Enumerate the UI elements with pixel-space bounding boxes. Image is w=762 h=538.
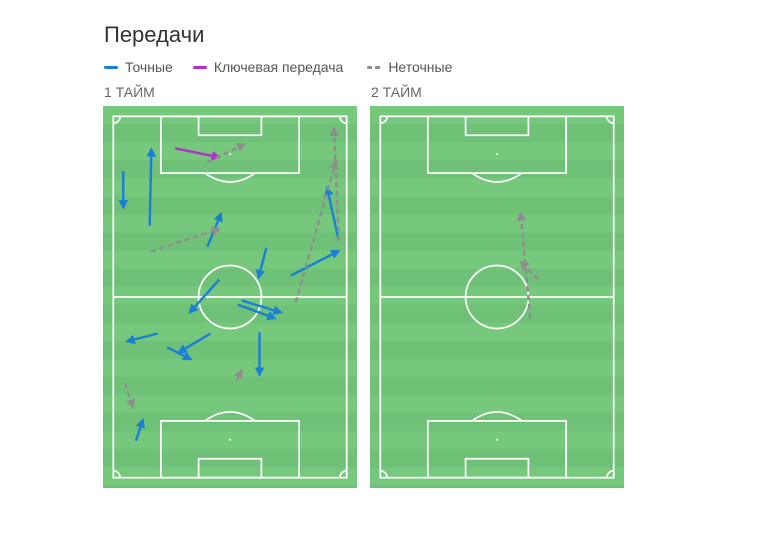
grass-stripe: [370, 106, 624, 125]
grass-stripe: [103, 358, 357, 378]
grass-stripe: [103, 250, 357, 269]
legend-accurate[interactable]: Точные: [104, 59, 173, 75]
pass-arrow-key: [174, 147, 222, 161]
penalty-spot: [228, 438, 232, 441]
corner-arc: [338, 116, 347, 125]
penalty-arc: [471, 172, 523, 183]
goal-box: [464, 115, 530, 137]
pass-arrow-accurate: [324, 186, 340, 242]
pass-arrow-inaccurate: [206, 143, 247, 164]
dashed-line-icon: [367, 65, 382, 69]
pass-arrow-inaccurate: [234, 368, 243, 381]
legend-inaccurate[interactable]: Неточные: [367, 59, 452, 75]
grass-stripe: [370, 214, 624, 233]
grass-stripe: [103, 142, 357, 161]
legend: Точные Ключевая передача Неточные: [104, 59, 452, 75]
grass-stripe: [103, 214, 357, 233]
pitch-half-1: [103, 106, 357, 488]
center-circle: [197, 264, 263, 330]
corner-arc: [338, 469, 347, 478]
grass-stripe: [103, 178, 357, 197]
grass-stripe: [370, 358, 624, 378]
grass-stripe: [370, 178, 624, 197]
half-1-label: 1 ТАЙМ: [104, 84, 155, 100]
grass-stripe: [370, 322, 624, 341]
pass-arrow-accurate: [166, 346, 193, 361]
goal-box: [197, 115, 263, 137]
goal-box: [197, 457, 263, 479]
pass-arrow-inaccurate: [329, 126, 341, 241]
pass-arrow-inaccurate: [519, 260, 540, 281]
pass-arrow-accurate: [290, 249, 341, 277]
pitch-half-2: [370, 106, 624, 488]
grass-stripe: [103, 467, 357, 486]
penalty-arc: [471, 411, 523, 422]
grass-stripe: [103, 395, 357, 414]
penalty-spot: [495, 153, 499, 156]
corner-arc: [380, 469, 389, 478]
pass-arrow-inaccurate: [123, 382, 136, 409]
legend-label: Неточные: [388, 59, 453, 75]
corner-arc: [113, 116, 122, 125]
legend-label: Ключевая передача: [213, 59, 344, 75]
grass-stripe: [370, 395, 624, 414]
grass-stripe: [103, 322, 357, 341]
pass-arrow-accurate: [177, 332, 212, 354]
grass-stripe: [103, 286, 357, 305]
corner-arc: [605, 469, 614, 478]
legend-label: Точные: [125, 59, 173, 75]
pass-arrow-accurate: [146, 147, 157, 226]
penalty-spot: [495, 438, 499, 441]
pass-arrow-inaccurate: [294, 159, 339, 303]
grass-stripe: [370, 467, 624, 486]
solid-line-icon: [104, 65, 118, 69]
corner-arc: [113, 469, 122, 478]
pass-arrow-accurate: [125, 332, 158, 345]
pass-arrow-inaccurate: [150, 226, 222, 253]
penalty-arc: [204, 411, 256, 422]
solid-line-icon: [192, 65, 207, 69]
pass-arrow-accurate: [241, 299, 283, 315]
corner-arc: [380, 116, 389, 125]
grass-stripe: [370, 286, 624, 305]
grass-stripe: [370, 250, 624, 269]
pass-arrow-accurate: [188, 278, 221, 314]
grass-stripe: [103, 106, 357, 125]
pass-arrow-accurate: [255, 247, 268, 280]
pass-arrow-accurate: [237, 303, 277, 321]
penalty-arc: [204, 172, 256, 183]
grass-stripe: [370, 142, 624, 161]
page-title: Передачи: [104, 22, 205, 47]
corner-arc: [605, 116, 614, 125]
half-2-label: 2 ТАЙМ: [371, 84, 422, 100]
goal-box: [464, 457, 530, 479]
legend-key-pass[interactable]: Ключевая передача: [192, 59, 344, 75]
penalty-spot: [228, 153, 232, 156]
pass-arrow-accurate: [134, 418, 145, 442]
